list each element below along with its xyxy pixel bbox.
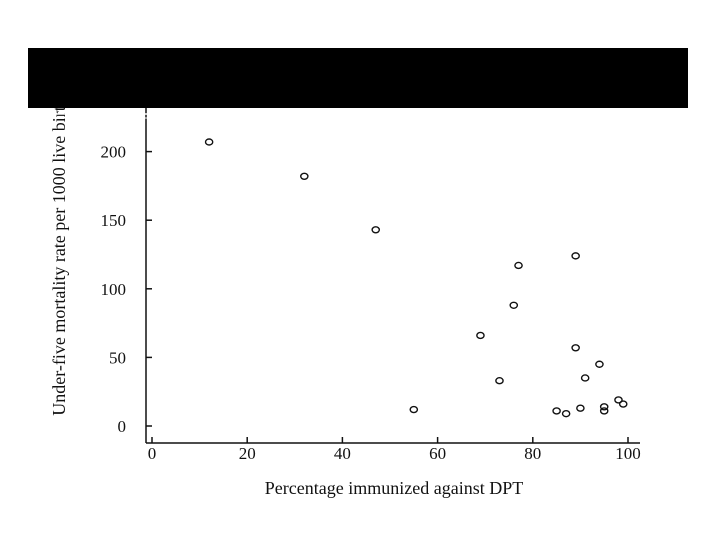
x-tick-label-0: 0 — [148, 444, 157, 463]
data-point — [495, 377, 504, 385]
data-point — [552, 407, 561, 415]
x-tick-label-60: 60 — [429, 444, 446, 463]
y-tick-label-0: 0 — [118, 417, 127, 436]
data-point — [580, 374, 590, 382]
data-point — [614, 396, 623, 404]
data-point — [476, 331, 485, 340]
data-point — [599, 407, 609, 415]
slide-title-bar — [28, 48, 688, 108]
data-point — [571, 344, 580, 352]
data-points — [204, 138, 628, 418]
data-point — [561, 409, 571, 418]
y-tick-label-150: 150 — [101, 211, 127, 230]
data-point — [509, 301, 519, 309]
y-axis-label: Under-five mortality rate per 1000 live … — [49, 90, 69, 416]
x-tick-label-20: 20 — [239, 444, 256, 463]
y-tick-label-100: 100 — [101, 280, 127, 299]
x-tick-label-100: 100 — [615, 444, 641, 463]
data-point — [204, 138, 214, 146]
x-tick-labels: 0 20 40 60 80 100 — [148, 444, 641, 463]
data-point — [576, 404, 585, 412]
data-point — [618, 400, 628, 408]
y-tick-label-200: 200 — [101, 143, 127, 162]
data-point — [514, 261, 523, 270]
data-point — [571, 252, 580, 260]
data-point — [409, 405, 419, 414]
data-point — [599, 403, 609, 411]
data-point — [595, 360, 604, 368]
x-tick-label-80: 80 — [524, 444, 541, 463]
data-point — [371, 226, 381, 234]
x-tick-label-40: 40 — [334, 444, 351, 463]
data-point — [300, 172, 309, 180]
x-tick-marks — [151, 437, 629, 443]
y-tick-label-50: 50 — [109, 348, 126, 367]
x-axis-label: Percentage immunized against DPT — [265, 478, 523, 498]
